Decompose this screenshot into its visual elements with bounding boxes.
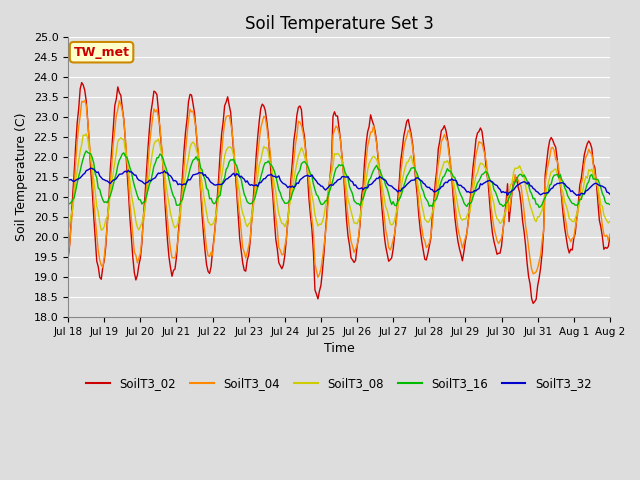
SoilT3_16 xyxy=(404,171,412,177)
SoilT3_04 xyxy=(166,246,174,252)
SoilT3_08 xyxy=(64,228,72,234)
SoilT3_32 xyxy=(392,187,400,193)
SoilT3_32 xyxy=(573,192,580,198)
SoilT3_02 xyxy=(64,255,72,261)
Y-axis label: Soil Temperature (C): Soil Temperature (C) xyxy=(15,113,28,241)
Text: TW_met: TW_met xyxy=(74,46,129,59)
SoilT3_16 xyxy=(83,148,90,154)
SoilT3_16 xyxy=(166,183,174,189)
SoilT3_02 xyxy=(543,159,550,165)
SoilT3_04 xyxy=(79,99,87,105)
SoilT3_02 xyxy=(78,80,86,85)
SoilT3_02 xyxy=(606,234,614,240)
Line: SoilT3_16: SoilT3_16 xyxy=(68,151,610,207)
SoilT3_04 xyxy=(394,205,401,211)
SoilT3_32 xyxy=(166,173,174,179)
SoilT3_08 xyxy=(541,193,549,199)
Line: SoilT3_02: SoilT3_02 xyxy=(68,83,610,303)
SoilT3_32 xyxy=(79,171,87,177)
SoilT3_04 xyxy=(64,251,72,256)
SoilT3_02 xyxy=(404,117,412,122)
SoilT3_08 xyxy=(392,210,400,216)
SoilT3_32 xyxy=(606,191,614,197)
SoilT3_32 xyxy=(87,165,95,171)
SoilT3_08 xyxy=(404,159,412,165)
SoilT3_16 xyxy=(392,203,400,208)
SoilT3_08 xyxy=(374,161,382,167)
SoilT3_02 xyxy=(374,156,382,162)
SoilT3_08 xyxy=(83,131,90,137)
Line: SoilT3_08: SoilT3_08 xyxy=(68,134,610,231)
Line: SoilT3_32: SoilT3_32 xyxy=(68,168,610,195)
Title: Soil Temperature Set 3: Soil Temperature Set 3 xyxy=(244,15,433,33)
SoilT3_16 xyxy=(79,156,87,161)
SoilT3_16 xyxy=(535,204,543,210)
SoilT3_16 xyxy=(543,191,550,197)
SoilT3_32 xyxy=(374,176,382,181)
SoilT3_04 xyxy=(543,169,550,175)
SoilT3_04 xyxy=(81,98,88,104)
SoilT3_02 xyxy=(166,264,174,270)
SoilT3_32 xyxy=(64,177,72,183)
Line: SoilT3_04: SoilT3_04 xyxy=(68,101,610,277)
SoilT3_02 xyxy=(529,300,537,306)
SoilT3_02 xyxy=(392,216,400,222)
SoilT3_02 xyxy=(81,87,88,93)
SoilT3_16 xyxy=(374,167,382,172)
SoilT3_04 xyxy=(606,231,614,237)
SoilT3_08 xyxy=(166,211,174,216)
SoilT3_32 xyxy=(404,180,412,186)
Legend: SoilT3_02, SoilT3_04, SoilT3_08, SoilT3_16, SoilT3_32: SoilT3_02, SoilT3_04, SoilT3_08, SoilT3_… xyxy=(82,372,596,395)
SoilT3_04 xyxy=(406,128,413,134)
SoilT3_16 xyxy=(606,202,614,207)
SoilT3_08 xyxy=(79,132,87,138)
X-axis label: Time: Time xyxy=(324,342,355,355)
SoilT3_08 xyxy=(606,218,614,224)
SoilT3_04 xyxy=(376,167,383,173)
SoilT3_32 xyxy=(541,191,549,196)
SoilT3_04 xyxy=(314,275,322,280)
SoilT3_16 xyxy=(64,200,72,206)
